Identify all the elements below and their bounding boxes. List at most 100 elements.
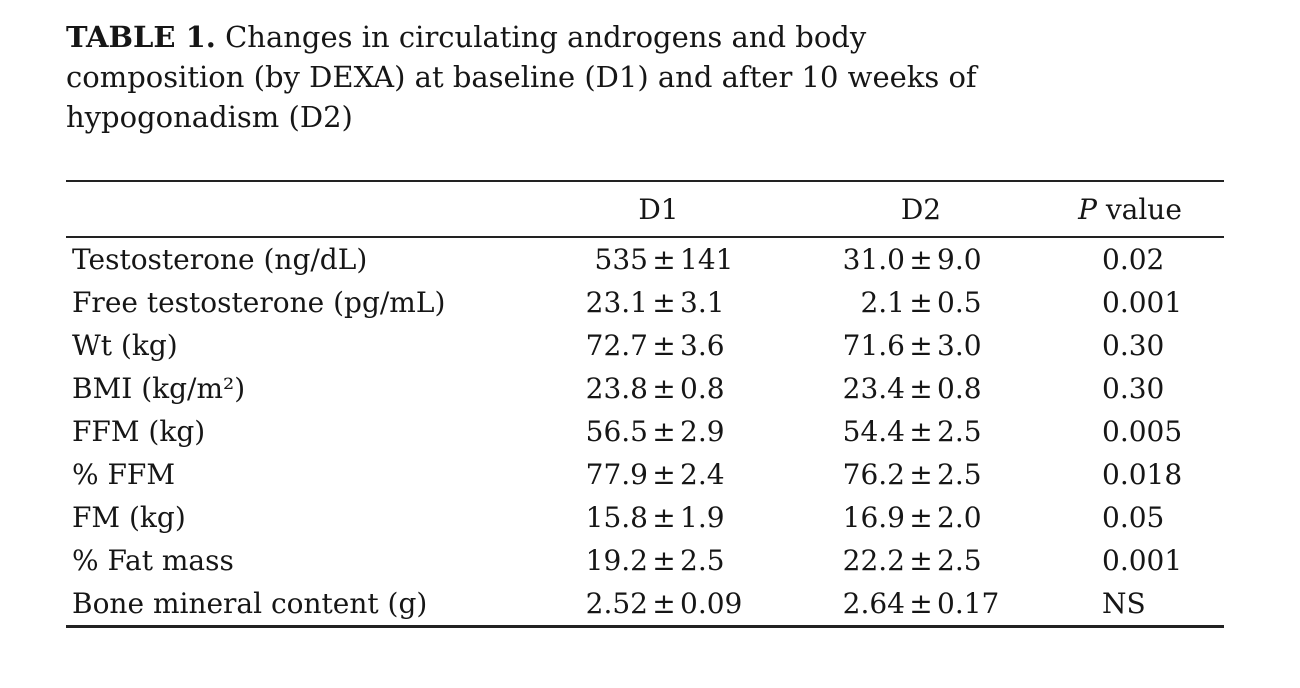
p-value: 0.018 xyxy=(1102,458,1183,491)
sd: 3.1 xyxy=(680,286,725,319)
d2-cell: 22.2 ±2.5 xyxy=(756,539,1006,582)
row-label: Wt (kg) xyxy=(72,329,178,362)
table-number: TABLE 1. xyxy=(66,20,216,54)
d1-cell: 15.8 ±1.9 xyxy=(506,496,756,539)
sd: 3.6 xyxy=(680,329,725,362)
d2-cell: 16.9 ±2.0 xyxy=(756,496,1006,539)
p-italic: P xyxy=(1078,192,1097,226)
d1-cell: 23.8 ±0.8 xyxy=(506,367,756,410)
table-title: TABLE 1. Changes in circulating androgen… xyxy=(66,17,977,137)
d2-cell: 2.64 ±0.17 xyxy=(756,582,1006,627)
mean: 15.8 xyxy=(585,501,648,534)
row-label: % Fat mass xyxy=(72,544,234,577)
plus-minus: ± xyxy=(909,501,933,534)
table-row: % Fat mass 19.2 ±2.5 22.2 ±2.5 0.001 xyxy=(66,539,1224,582)
column-header-d2: D2 xyxy=(900,192,942,226)
mean: 23.4 xyxy=(842,372,905,405)
d2-cell: 31.0 ±9.0 xyxy=(756,237,1006,281)
d1-cell: 2.52 ±0.09 xyxy=(506,582,756,627)
sd: 3.0 xyxy=(937,329,982,362)
plus-minus: ± xyxy=(909,329,933,362)
d2-value: 2.64 ±0.17 xyxy=(785,587,1013,620)
mean: 2.1 xyxy=(860,286,905,319)
d2-value: 16.9 ±2.0 xyxy=(785,501,1013,534)
d1-cell: 19.2 ±2.5 xyxy=(506,539,756,582)
d1-cell: 56.5 ±2.9 xyxy=(506,410,756,453)
header-row: D1 D2 P value xyxy=(66,181,1224,237)
d2-value: 22.2 ±2.5 xyxy=(785,544,1013,577)
mean: 56.5 xyxy=(585,415,648,448)
mean: 71.6 xyxy=(842,329,905,362)
mean: 54.4 xyxy=(842,415,905,448)
mean: 76.2 xyxy=(842,458,905,491)
d2-value: 71.6 ±3.0 xyxy=(785,329,1013,362)
plus-minus: ± xyxy=(652,501,676,534)
d1-cell: 535 ±141 xyxy=(506,237,756,281)
row-label: FM (kg) xyxy=(72,501,186,534)
sd: 0.5 xyxy=(937,286,982,319)
mean: 19.2 xyxy=(585,544,648,577)
mean: 22.2 xyxy=(842,544,905,577)
column-header-empty xyxy=(66,181,506,237)
d2-cell: 23.4 ±0.8 xyxy=(756,367,1006,410)
table-row: Testosterone (ng/dL) 535 ±141 31.0 ±9.0 0.… xyxy=(66,237,1224,281)
plus-minus: ± xyxy=(652,329,676,362)
d1-value: 72.7 ±3.6 xyxy=(528,329,756,362)
plus-minus: ± xyxy=(909,243,933,276)
d1-cell: 23.1 ±3.1 xyxy=(506,281,756,324)
d1-value: 23.1 ±3.1 xyxy=(528,286,756,319)
results-table: D1 D2 P value Testosterone (ng/dL) 535 ±1… xyxy=(66,180,1224,628)
p-value: 0.02 xyxy=(1102,243,1165,276)
plus-minus: ± xyxy=(909,544,933,577)
mean: 2.64 xyxy=(842,587,905,620)
d1-cell: 77.9 ±2.4 xyxy=(506,453,756,496)
d2-value: 2.1 ±0.5 xyxy=(785,286,1013,319)
plus-minus: ± xyxy=(652,415,676,448)
p-value: 0.001 xyxy=(1102,286,1183,319)
plus-minus: ± xyxy=(909,286,933,319)
title-line-1: Changes in circulating androgens and bod… xyxy=(225,20,867,54)
table-row: Free testosterone (pg/mL) 23.1 ±3.1 2.1 ±0… xyxy=(66,281,1224,324)
mean: 23.1 xyxy=(585,286,648,319)
plus-minus: ± xyxy=(652,286,676,319)
p-value: 0.005 xyxy=(1102,415,1183,448)
p-value: 0.30 xyxy=(1102,372,1165,405)
column-header-p-value: P value xyxy=(1006,181,1224,237)
mean: 2.52 xyxy=(585,587,648,620)
d2-cell: 54.4 ±2.5 xyxy=(756,410,1006,453)
d1-value: 2.52 ±0.09 xyxy=(528,587,756,620)
mean: 16.9 xyxy=(842,501,905,534)
d2-cell: 71.6 ±3.0 xyxy=(756,324,1006,367)
row-label: Bone mineral content (g) xyxy=(72,587,428,620)
table-row: FFM (kg) 56.5 ±2.9 54.4 ±2.5 0.005 xyxy=(66,410,1224,453)
d2-value: 76.2 ±2.5 xyxy=(785,458,1013,491)
sd: 0.8 xyxy=(680,372,725,405)
sd: 2.5 xyxy=(937,415,982,448)
d1-value: 56.5 ±2.9 xyxy=(528,415,756,448)
plus-minus: ± xyxy=(909,458,933,491)
table-row: BMI (kg/m²) 23.8 ±0.8 23.4 ±0.8 0.30 xyxy=(66,367,1224,410)
sd: 0.09 xyxy=(680,587,743,620)
table-row: % FFM 77.9 ±2.4 76.2 ±2.5 0.018 xyxy=(66,453,1224,496)
sd: 2.5 xyxy=(937,544,982,577)
mean: 72.7 xyxy=(585,329,648,362)
d1-value: 77.9 ±2.4 xyxy=(528,458,756,491)
table-row: Bone mineral content (g) 2.52 ±0.09 2.64 ±… xyxy=(66,582,1224,627)
plus-minus: ± xyxy=(909,372,933,405)
plus-minus: ± xyxy=(652,372,676,405)
mean: 77.9 xyxy=(585,458,648,491)
mean: 535 xyxy=(594,243,648,276)
row-label: FFM (kg) xyxy=(72,415,206,448)
sd: 2.9 xyxy=(680,415,725,448)
d1-cell: 72.7 ±3.6 xyxy=(506,324,756,367)
p-suffix: value xyxy=(1105,192,1182,226)
p-value: 0.001 xyxy=(1102,544,1183,577)
row-label: % FFM xyxy=(72,458,176,491)
plus-minus: ± xyxy=(909,415,933,448)
d2-value: 54.4 ±2.5 xyxy=(785,415,1013,448)
table-row: Wt (kg) 72.7 ±3.6 71.6 ±3.0 0.30 xyxy=(66,324,1224,367)
sd: 2.5 xyxy=(937,458,982,491)
table-row: FM (kg) 15.8 ±1.9 16.9 ±2.0 0.05 xyxy=(66,496,1224,539)
sd: 0.17 xyxy=(937,587,1000,620)
